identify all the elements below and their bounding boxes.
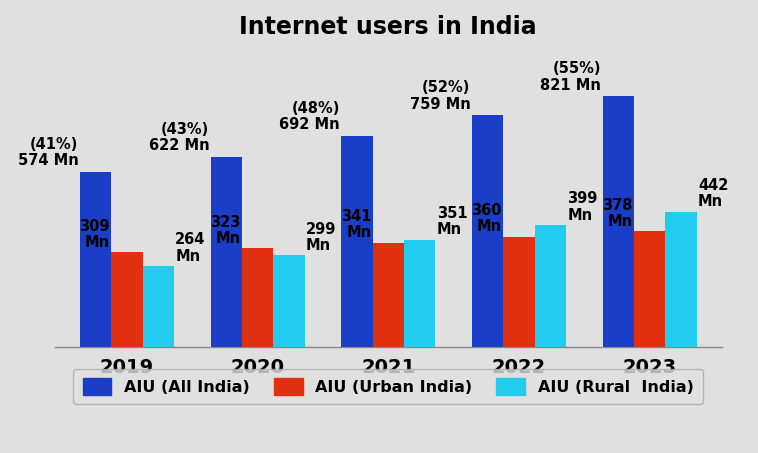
Text: 351
Mn: 351 Mn xyxy=(437,206,467,237)
Text: 309
Mn: 309 Mn xyxy=(80,219,110,250)
Bar xyxy=(603,96,634,347)
Text: (55%)
821 Mn: (55%) 821 Mn xyxy=(540,62,601,93)
Text: (43%)
622 Mn: (43%) 622 Mn xyxy=(149,122,209,154)
Bar xyxy=(242,248,274,347)
Text: 399
Mn: 399 Mn xyxy=(567,191,597,222)
Text: 299
Mn: 299 Mn xyxy=(306,222,337,253)
Legend: AIU (All India), AIU (Urban India), AIU (Rural  India): AIU (All India), AIU (Urban India), AIU … xyxy=(73,369,703,405)
Bar xyxy=(404,240,435,347)
Text: (41%)
574 Mn: (41%) 574 Mn xyxy=(17,137,79,168)
Bar xyxy=(211,157,242,347)
Text: 264
Mn: 264 Mn xyxy=(175,232,205,264)
Text: 378
Mn: 378 Mn xyxy=(602,198,633,229)
Text: 341
Mn: 341 Mn xyxy=(341,209,371,240)
Bar xyxy=(80,172,111,347)
Bar xyxy=(341,135,373,347)
Bar xyxy=(503,237,534,347)
Text: 442
Mn: 442 Mn xyxy=(698,178,728,209)
Title: Internet users in India: Internet users in India xyxy=(240,15,537,39)
Text: (52%)
759 Mn: (52%) 759 Mn xyxy=(410,80,471,111)
Bar xyxy=(472,115,503,347)
Text: (48%)
692 Mn: (48%) 692 Mn xyxy=(279,101,340,132)
Text: 323
Mn: 323 Mn xyxy=(210,215,240,246)
Bar xyxy=(274,255,305,347)
Bar xyxy=(634,231,666,347)
Bar xyxy=(143,266,174,347)
Bar xyxy=(666,212,697,347)
Bar xyxy=(534,225,566,347)
Bar xyxy=(373,243,404,347)
Text: 360
Mn: 360 Mn xyxy=(471,203,502,235)
Bar xyxy=(111,252,143,347)
